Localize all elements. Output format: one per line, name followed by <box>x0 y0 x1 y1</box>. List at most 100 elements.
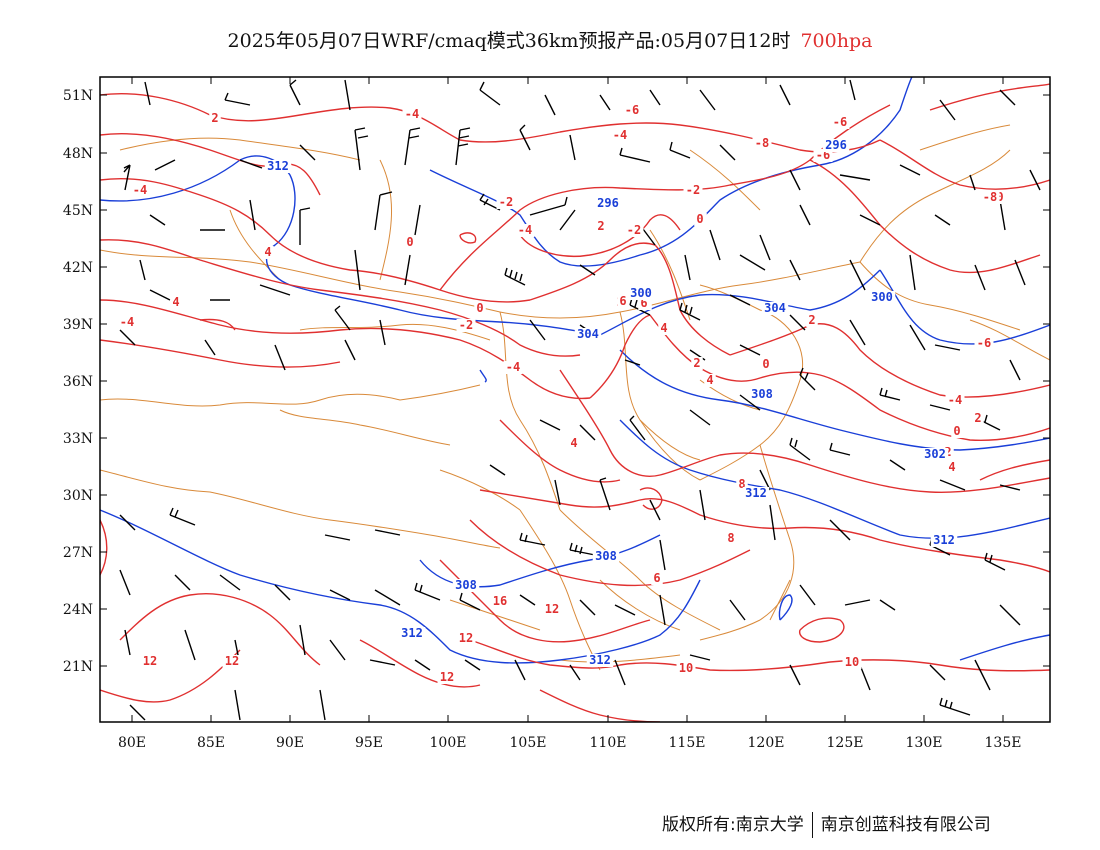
lat-label: 30N <box>63 488 93 504</box>
title-level: 700hpa <box>800 30 873 52</box>
temperature-contour-label: 312 <box>933 533 955 547</box>
height-contour-label: 10 <box>845 655 859 669</box>
height-contour-label: -2 <box>627 223 641 237</box>
temperature-contour-label-bg <box>761 302 789 315</box>
lon-label: 95E <box>355 735 383 751</box>
height-contour-label-bg <box>725 532 737 545</box>
height-contour-label: 0 <box>696 212 703 226</box>
temperature-contour-label-bg <box>398 627 426 640</box>
lon-label: 110E <box>590 735 627 751</box>
height-contour-label: 2 <box>974 411 981 425</box>
lat-label: 51N <box>63 88 93 104</box>
temperature-contour-labels: 312 296 296 300 304 304 300 308 302 312 308 308 312 3… <box>264 138 958 667</box>
height-contour-label: 2 <box>597 219 604 233</box>
height-contour-label: 8 <box>727 531 734 545</box>
temperature-contour-label-bg <box>627 287 655 300</box>
axis-ticks <box>100 77 1050 722</box>
height-contour-label: 6 <box>619 294 626 308</box>
lon-label: 125E <box>827 735 864 751</box>
temperature-contour-label-bg <box>594 197 622 210</box>
height-contour-label-bg <box>222 655 242 668</box>
height-contour-label-bg <box>806 314 818 327</box>
height-contour-label: 12 <box>459 631 473 645</box>
height-contour-label: -4 <box>948 393 962 407</box>
longitude-labels: 80E 85E 90E 95E 100E 105E 110E 115E 120E 125E 130E… <box>118 735 1022 751</box>
lon-label: 105E <box>510 735 547 751</box>
height-contour-label: 8 <box>738 477 745 491</box>
height-contour-label-bg <box>402 108 422 121</box>
height-contour-label-bg <box>676 662 696 675</box>
height-contour-label-bg <box>980 191 1000 204</box>
height-contour-label: 16 <box>493 594 507 608</box>
height-contour-label-bg <box>951 425 963 438</box>
lat-label: 21N <box>63 659 93 675</box>
height-contour-label: -6 <box>977 336 991 350</box>
temperature-contour-label-bg <box>822 139 850 152</box>
height-contour-label-bg <box>140 655 160 668</box>
height-contour-label: 0 <box>762 357 769 371</box>
temperature-contour-label-bg <box>574 328 602 341</box>
height-contour-label-bg <box>568 437 580 450</box>
lat-label: 45N <box>63 203 93 219</box>
temperature-contour-label: 308 <box>455 578 477 592</box>
temperature-contour-label-bg <box>921 448 949 461</box>
lon-label: 135E <box>985 735 1022 751</box>
height-contour-label: 0 <box>953 424 960 438</box>
height-contour-label-bg <box>694 213 706 226</box>
temperature-contour-label: 296 <box>825 138 847 152</box>
height-contour-label-bg <box>622 104 642 117</box>
height-contour-label-bg <box>209 112 221 125</box>
copyright-text: 版权所有:南京大学 <box>662 815 804 835</box>
height-contour-label: -4 <box>518 223 532 237</box>
temperature-contour-label: 308 <box>595 549 617 563</box>
temperature-contour-label: 304 <box>764 301 786 315</box>
wind-barbs <box>119 79 1041 721</box>
height-contour-label-bg <box>456 319 476 332</box>
lat-label: 39N <box>63 317 93 333</box>
temperature-contour-label: 302 <box>924 447 946 461</box>
height-contour-label-bg <box>262 246 274 259</box>
height-contour-label: 4 <box>570 436 577 450</box>
height-contour-label-bg <box>542 603 562 616</box>
lon-label: 120E <box>748 735 785 751</box>
height-contour-label: 6 <box>640 296 647 310</box>
height-contour-label: 0 <box>996 190 1003 204</box>
height-contour-label-bg <box>437 671 457 684</box>
height-contour-label: -4 <box>120 315 134 329</box>
temperature-contour-label-bg <box>868 291 896 304</box>
height-contour-label: 4 <box>660 321 667 335</box>
temperature-contour-label: 312 <box>401 626 423 640</box>
height-contour-label: 4 <box>706 373 713 387</box>
height-contour-label-bg <box>994 191 1006 204</box>
temperature-contour-label-bg <box>930 534 958 547</box>
temperature-contour-label-bg <box>586 654 614 667</box>
height-contour-label: -4 <box>506 360 520 374</box>
height-contour-label-bg <box>945 394 965 407</box>
lon-label: 130E <box>906 735 943 751</box>
height-contour-label-bg <box>624 224 644 237</box>
height-contour-label-bg <box>474 302 486 315</box>
temperature-contour-label-bg <box>264 160 292 173</box>
height-contour-labels: 2-4-6-4-6-8-6-44-2-220-40-2000-22-84662-… <box>117 103 1006 684</box>
height-contour-label-bg <box>736 478 748 491</box>
lat-label: 42N <box>63 260 93 276</box>
latitude-labels: 51N 48N 45N 42N 39N 36N 33N 30N 27N 24N 21N <box>63 88 93 675</box>
height-contour-label: 4 <box>172 295 179 309</box>
height-contour-label-bg <box>515 224 535 237</box>
temperature-contour-label: 312 <box>589 653 611 667</box>
temperature-contour-label-bg <box>748 388 776 401</box>
chart-title: 2025年05月07日WRF/cmaq模式36km预报产品:05月07日12时 7… <box>0 26 1100 53</box>
height-contour-label-bg <box>658 322 670 335</box>
height-contour-label: 4 <box>264 245 271 259</box>
height-contour-label: 2 <box>808 313 815 327</box>
temperature-contour-label: 312 <box>267 159 289 173</box>
height-contour-label-bg <box>595 220 607 233</box>
temperature-contour-label: 308 <box>751 387 773 401</box>
height-contour-label-bg <box>404 236 416 249</box>
height-contour-label: 4 <box>948 460 955 474</box>
boundaries-layer <box>100 124 1050 671</box>
lat-label: 33N <box>63 431 93 447</box>
height-contour-label: 0 <box>406 235 413 249</box>
height-contour-label-bg <box>130 184 150 197</box>
temperature-contour-label-bg <box>592 550 620 563</box>
